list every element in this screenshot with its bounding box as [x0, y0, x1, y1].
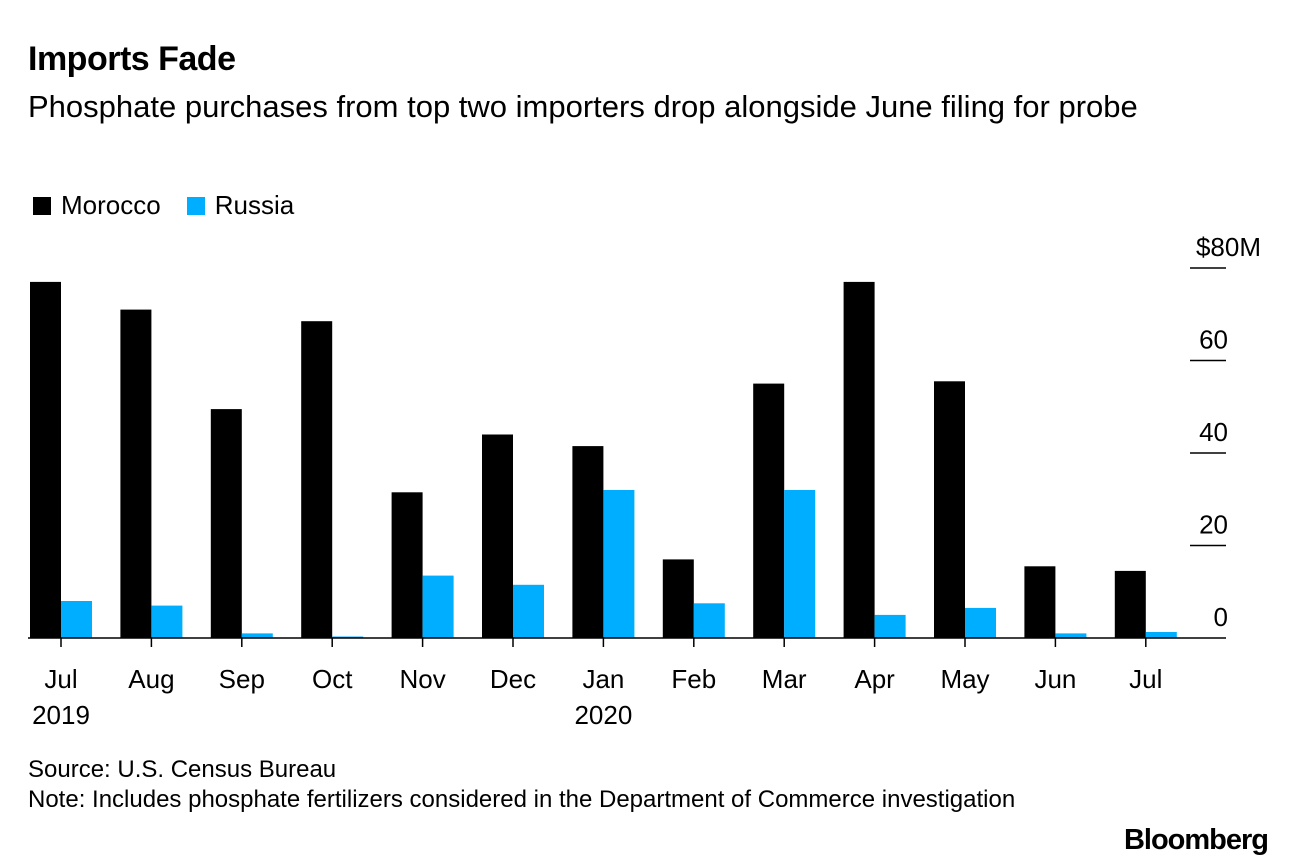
bar-morocco-5 [482, 434, 513, 638]
bar-russia-12 [1145, 632, 1177, 638]
bar-morocco-0 [30, 281, 61, 638]
x-year-label-0: 2019 [32, 700, 90, 730]
x-tick-label-6: Jan [582, 664, 624, 694]
x-tick-label-11: Jun [1034, 664, 1076, 694]
x-tick-label-3: Oct [312, 664, 353, 694]
bar-russia-9 [874, 614, 906, 638]
bar-morocco-1 [120, 309, 152, 638]
bar-russia-4 [422, 575, 454, 638]
x-tick-label-0: Jul [44, 664, 77, 694]
bloomberg-logo: Bloomberg [1123, 824, 1269, 856]
source-note: Source: U.S. Census Bureau [28, 756, 337, 783]
x-tick-label-5: Dec [490, 664, 536, 694]
x-tick-label-12: Jul [1129, 664, 1162, 694]
x-tick-label-8: Mar [762, 664, 807, 694]
legend-swatch-morocco [33, 196, 51, 215]
bar-russia-5 [513, 584, 544, 638]
y-tick-label-20: 20 [1199, 510, 1228, 540]
bar-morocco-7 [662, 559, 694, 638]
bar-morocco-10 [934, 381, 965, 638]
y-tick-label--80m: $80M [1196, 232, 1261, 262]
chart-subtitle: Phosphate purchases from top two importe… [28, 89, 1138, 124]
bar-morocco-8 [753, 383, 785, 638]
legend-item-russia: Russia [186, 190, 295, 221]
x-tick-label-1: Aug [128, 664, 174, 694]
bar-russia-7 [693, 603, 725, 638]
bar-morocco-12 [1114, 570, 1146, 638]
legend-label-morocco: Morocco [61, 190, 161, 220]
chart-footer: Source: U.S. Census Bureau Note: Include… [28, 755, 1078, 815]
y-tick-label-40: 40 [1199, 417, 1228, 447]
legend: Morocco Russia [33, 190, 320, 221]
bar-russia-10 [965, 607, 996, 638]
bar-russia-6 [603, 490, 635, 638]
x-year-label-6: 2020 [574, 700, 632, 730]
bar-morocco-9 [843, 281, 875, 638]
bar-russia-1 [151, 605, 183, 638]
y-tick-label-60: 60 [1199, 325, 1228, 355]
x-tick-label-2: Sep [219, 664, 265, 694]
bar-morocco-6 [572, 446, 604, 638]
footnote: Note: Includes phosphate fertilizers con… [28, 786, 1016, 813]
x-tick-label-10: May [940, 664, 989, 694]
bar-russia-11 [1055, 633, 1087, 638]
bar-morocco-11 [1024, 566, 1056, 638]
bar-russia-8 [784, 490, 816, 638]
y-tick-label-0: 0 [1214, 602, 1228, 632]
bar-morocco-3 [301, 321, 333, 638]
legend-swatch-russia [186, 196, 205, 215]
bar-russia-2 [241, 633, 273, 638]
x-tick-label-9: Apr [854, 664, 895, 694]
bar-morocco-2 [210, 409, 242, 638]
legend-item-morocco: Morocco [33, 190, 161, 221]
bar-russia-0 [61, 601, 92, 638]
x-tick-label-7: Feb [671, 664, 716, 694]
legend-label-russia: Russia [214, 190, 295, 220]
chart-title: Imports Fade [28, 40, 236, 78]
bar-chart: Jul 2019 Aug Sep Oct Nov Dec Jan 2020 Feb Mar Apr Ma… [28, 232, 1261, 730]
bar-morocco-4 [391, 492, 423, 638]
x-tick-label-4: Nov [399, 664, 445, 694]
